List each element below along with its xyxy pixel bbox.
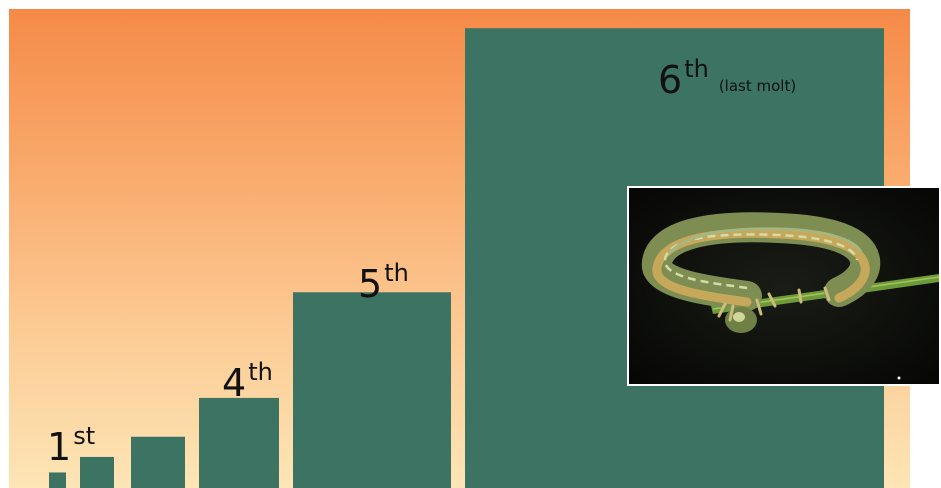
bar-4th-instar	[199, 397, 279, 488]
label-6th-suffix: th	[684, 55, 709, 83]
bar-1st-instar	[49, 472, 66, 488]
label-last-molt-note: (last molt)	[718, 77, 797, 95]
caterpillar-photo	[627, 186, 941, 386]
bar-3rd-instar	[131, 436, 185, 488]
bar-5th-instar	[293, 292, 451, 488]
label-6th-number: 6	[658, 58, 683, 102]
label-1st-number: 1	[47, 425, 72, 469]
label-6th-instar: 6th (last molt)	[658, 57, 797, 102]
label-1st-suffix: st	[73, 422, 96, 450]
label-4th-number: 4	[222, 361, 247, 405]
label-5th-instar: 5th	[358, 261, 409, 306]
label-5th-suffix: th	[384, 259, 409, 287]
label-1st-instar: 1st	[47, 424, 95, 469]
bar-2nd-instar	[80, 456, 114, 488]
caterpillar-icon	[629, 188, 939, 384]
label-4th-instar: 4th	[222, 360, 273, 405]
label-4th-suffix: th	[248, 358, 273, 386]
label-5th-number: 5	[358, 262, 383, 306]
